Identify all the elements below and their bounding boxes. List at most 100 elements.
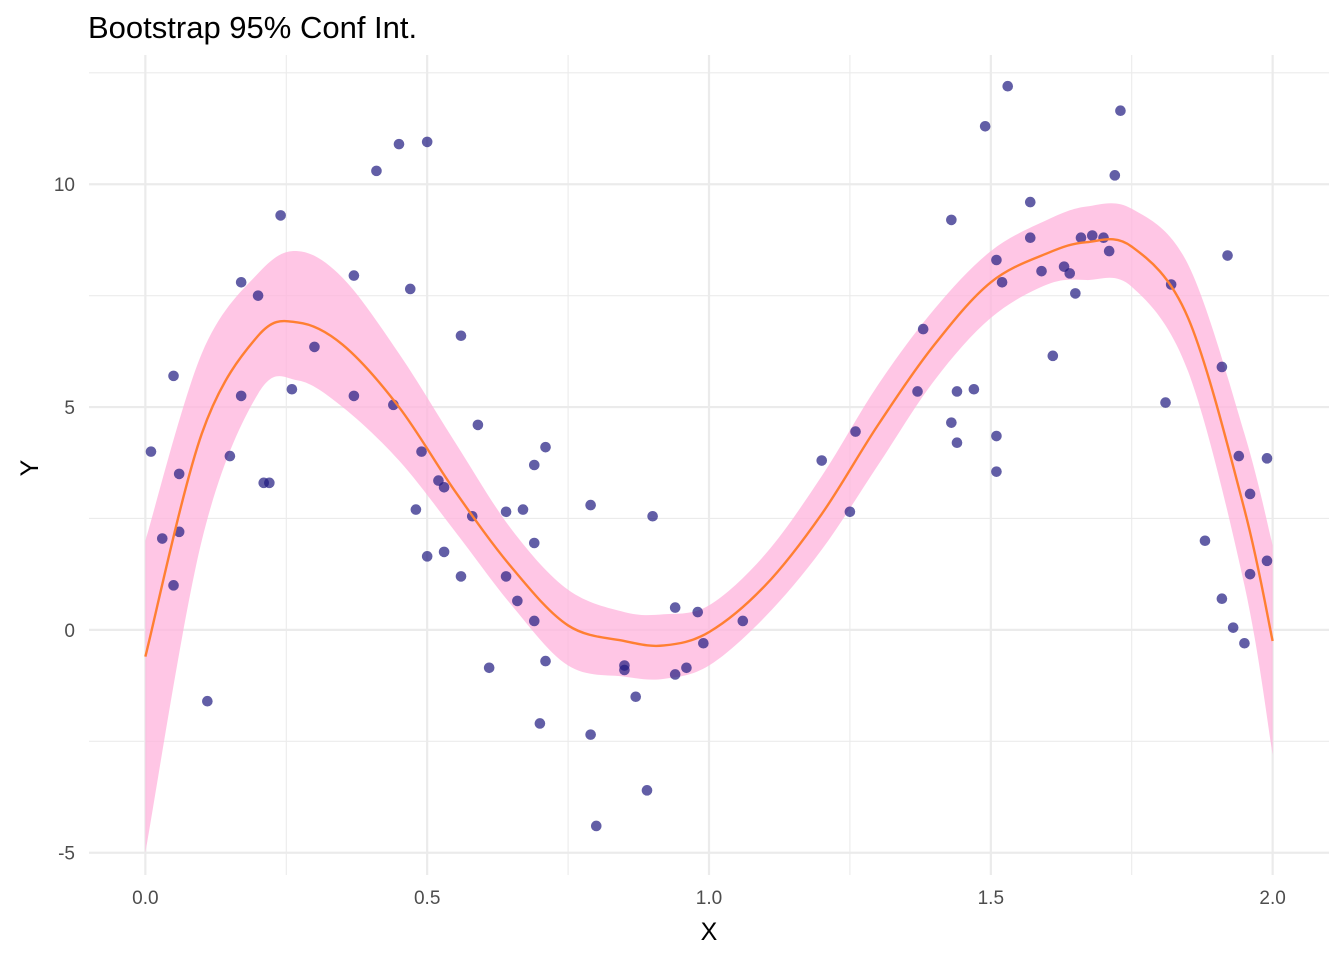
data-point: [528, 537, 540, 549]
data-point: [1216, 593, 1228, 604]
data-point: [410, 504, 422, 515]
x-axis-title: X: [701, 918, 718, 946]
data-point: [528, 615, 540, 627]
data-point: [500, 571, 512, 582]
data-point: [585, 729, 596, 740]
x-tick-labels: 0.0 0.5 1.0 1.5 2.0: [132, 888, 1286, 909]
fit-line-layer: [144, 238, 1274, 657]
data-point: [483, 662, 495, 674]
data-point: [472, 419, 484, 431]
data-point: [156, 533, 168, 544]
data-point: [1244, 488, 1256, 500]
chart-title: Bootstrap 95% Conf Int.: [88, 10, 418, 45]
data-point: [991, 466, 1002, 477]
data-point: [1233, 450, 1245, 462]
data-point: [1261, 453, 1273, 464]
data-point: [991, 430, 1002, 442]
data-point: [1070, 288, 1081, 299]
data-point: [1239, 637, 1250, 649]
data-point: [275, 210, 286, 221]
data-point: [669, 602, 681, 613]
data-point: [1098, 232, 1109, 244]
data-point: [996, 276, 1008, 288]
data-point: [1222, 250, 1233, 261]
data-point: [500, 506, 512, 518]
y-tick-labels: -5 0 5 10: [54, 175, 75, 864]
ci-band-layer: [145, 203, 1273, 853]
x-tick-label: 0.5: [414, 888, 440, 909]
data-point: [1109, 170, 1121, 181]
data-point: [1261, 555, 1273, 567]
data-point: [946, 214, 957, 226]
data-point: [455, 571, 467, 582]
data-point: [619, 664, 630, 676]
data-point: [264, 477, 275, 489]
data-point: [968, 383, 980, 395]
data-point: [202, 695, 213, 707]
data-point: [455, 330, 467, 342]
fit-line: [144, 238, 1274, 657]
data-point: [1244, 568, 1256, 580]
data-point: [421, 136, 433, 148]
data-point: [1115, 105, 1126, 117]
data-point: [917, 323, 929, 335]
data-point: [1036, 265, 1047, 277]
data-point: [173, 468, 185, 480]
data-point: [951, 386, 963, 397]
data-point: [1216, 361, 1228, 373]
data-point: [1160, 397, 1171, 408]
data-point: [371, 165, 382, 177]
data-point: [168, 580, 179, 591]
data-point: [951, 437, 963, 449]
data-point: [416, 446, 427, 457]
ci-band: [145, 203, 1273, 853]
data-point: [438, 546, 450, 558]
data-point: [1199, 535, 1211, 547]
y-tick-label: 5: [64, 398, 75, 419]
data-point: [540, 655, 551, 667]
data-point: [630, 691, 642, 703]
data-point: [590, 820, 602, 832]
data-point: [946, 417, 957, 428]
x-tick-label: 1.0: [696, 888, 722, 909]
data-point: [1047, 350, 1059, 362]
data-point: [1002, 80, 1014, 92]
data-point: [235, 276, 247, 288]
data-point: [737, 615, 749, 627]
data-point: [224, 450, 236, 462]
data-point: [517, 504, 529, 515]
data-point: [404, 283, 416, 295]
data-point: [309, 341, 320, 353]
y-axis-title: Y: [16, 459, 44, 476]
data-point: [528, 459, 540, 471]
y-tick-label: 0: [64, 621, 75, 642]
data-point: [540, 441, 551, 453]
data-point: [1227, 622, 1239, 633]
data-point: [692, 606, 704, 618]
data-point: [348, 390, 360, 402]
data-point: [252, 290, 264, 301]
data-point: [235, 390, 247, 402]
y-tick-label: -5: [58, 844, 75, 865]
data-point: [669, 669, 681, 680]
x-tick-label: 2.0: [1259, 888, 1285, 909]
data-point: [168, 370, 179, 382]
data-point: [991, 254, 1002, 266]
points-layer: [145, 80, 1273, 832]
data-point: [1024, 232, 1036, 244]
data-point: [1103, 245, 1115, 257]
data-point: [438, 481, 450, 493]
data-point: [1024, 196, 1036, 208]
data-point: [850, 426, 861, 437]
data-point: [585, 499, 596, 511]
data-point: [421, 551, 433, 562]
data-point: [534, 718, 546, 729]
data-point: [1086, 230, 1098, 241]
data-point: [145, 446, 157, 457]
data-point: [844, 506, 856, 518]
data-point: [1075, 232, 1087, 244]
data-point: [816, 455, 828, 466]
data-point: [286, 383, 298, 395]
data-point: [912, 386, 923, 397]
